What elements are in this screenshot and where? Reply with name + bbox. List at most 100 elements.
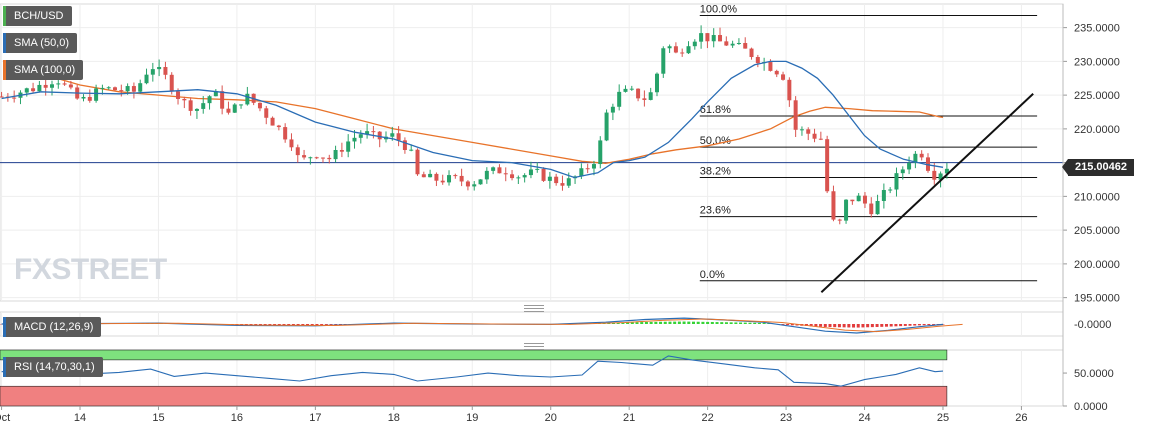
candle-body [825,139,830,192]
macd-histogram-bar [324,324,328,325]
candle-body [12,97,17,99]
rsi-oversold-zone [0,385,948,407]
fib-level-label: 0.0% [700,269,725,281]
rsi-overbought-zone [0,349,948,361]
macd-histogram-bar [889,324,893,327]
macd-histogram-bar [268,324,272,325]
macd-histogram-bar [753,322,757,324]
candle-body [434,173,439,181]
macd-histogram-bar [630,322,634,324]
candle-body [881,189,886,201]
candle-body [907,163,912,170]
macd-histogram-bar [249,324,253,325]
sma-50-line [1,60,944,179]
candle-body [705,33,710,42]
sma-100-text: SMA (100,0) [14,64,76,76]
candle-body [68,84,73,88]
x-tick-label: 24 [858,412,870,424]
rsi-color-swatch [3,357,6,377]
candle-body [743,42,748,49]
candle-body [289,139,294,148]
candle-body [541,168,546,181]
macd-histogram-bar [320,324,324,325]
sma-50-text: SMA (50,0) [14,37,70,49]
candle-body [667,46,672,49]
sma-100-label[interactable]: SMA (100,0) [3,60,84,80]
macd-histogram-bar [626,322,630,324]
macd-color-swatch [3,317,6,337]
macd-histogram-bar [757,322,761,324]
candle-body [585,168,590,170]
macd-histogram-bar [263,324,267,325]
candle-body [333,149,338,160]
macd-histogram-bar [640,322,644,324]
x-tick-label: 25 [937,412,949,424]
fib-level-label: 50.0% [700,135,731,147]
candle-body [478,179,483,185]
sma-50-label[interactable]: SMA (50,0) [3,33,78,53]
symbol-text: BCH/USD [14,10,64,22]
x-tick-label: Oct [0,412,10,424]
rsi-tick-label: 0.0000 [1074,401,1108,413]
candle-body [295,147,300,156]
candle-body [869,203,874,215]
macd-histogram-bar [715,322,719,324]
macd-histogram-bar [833,324,837,328]
candle-body [182,98,187,101]
candle-body [718,35,723,42]
macd-histogram-bar [724,322,728,324]
candle-body [806,129,811,134]
candle-body [194,108,199,111]
candle-body [522,175,527,178]
candle-body [528,169,533,176]
candle-body [421,174,426,178]
trendline [820,93,1034,293]
rsi-text: RSI (14,70,30,1) [14,361,95,373]
x-tick-label: 17 [309,412,321,424]
macd-histogram-bar [856,324,860,328]
candle-body [201,103,206,109]
rsi-label[interactable]: RSI (14,70,30,1) [3,357,103,377]
candle-body [547,176,552,181]
candle-body [755,57,760,64]
candle-body [100,87,105,89]
candle-body [314,157,319,159]
sma-100-path [56,77,944,164]
candle-body [535,168,540,170]
panel-resize-handle-macd[interactable] [524,305,544,312]
candle-body [837,219,842,221]
macd-histogram-bar [296,324,300,326]
macd-histogram-bar [884,324,888,327]
fib-level-label: 100.0% [700,3,738,15]
macd-histogram-bar [790,324,794,326]
candle-body [270,117,275,126]
macd-histogram-bar [696,321,700,324]
x-tick-label: 20 [545,412,557,424]
candle-body [320,157,325,159]
x-tick-label: 21 [623,412,635,424]
macd-label[interactable]: MACD (12,26,9) [3,317,102,337]
macd-histogram-bar [329,324,333,325]
candle-body [925,157,930,171]
fib-level-label: 38.2% [700,165,731,177]
macd-histogram-bar [306,324,310,326]
candle-body [213,91,218,97]
macd-text: MACD (12,26,9) [14,321,94,333]
candle-body [49,84,54,88]
macd-histogram-bar [913,324,917,326]
candle-body [623,88,628,92]
symbol-label[interactable]: BCH/USD [3,6,72,26]
panel-resize-handle-rsi[interactable] [524,343,544,350]
candle-body [119,90,124,92]
rsi-line [1,355,944,387]
candle-body [932,170,937,180]
x-tick-label: 18 [388,412,400,424]
x-tick-label: 16 [231,412,243,424]
macd-histogram-bar [894,324,898,327]
candle-body [699,33,704,42]
candle-body [0,96,4,98]
macd-line [1,317,944,334]
y-tick-label: 195.0000 [1074,293,1120,305]
x-tick-label: 22 [701,412,713,424]
macd-zero-label: -0.0000 [1074,319,1111,331]
